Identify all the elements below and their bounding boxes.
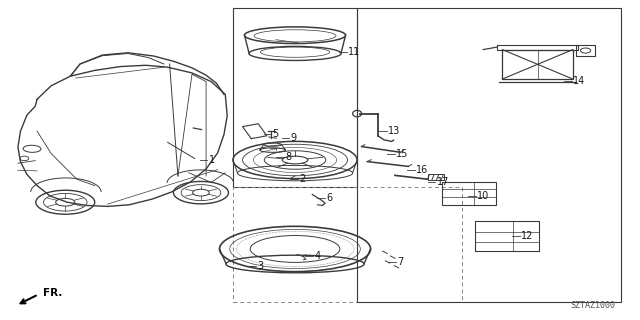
Text: 3: 3	[257, 260, 264, 271]
Text: 14: 14	[573, 76, 586, 86]
Text: 15: 15	[396, 149, 408, 159]
Text: 11: 11	[348, 47, 360, 57]
Text: 7: 7	[397, 257, 404, 268]
Text: 13: 13	[388, 126, 400, 136]
Text: 1: 1	[209, 155, 215, 165]
Text: 8: 8	[285, 152, 292, 163]
Text: 5: 5	[273, 129, 279, 139]
Text: 6: 6	[326, 193, 333, 204]
Text: 16: 16	[416, 164, 428, 175]
Text: SZTAZ1000: SZTAZ1000	[571, 301, 616, 310]
Text: FR.: FR.	[43, 288, 62, 298]
Text: 4: 4	[314, 251, 321, 261]
Text: 2: 2	[299, 174, 305, 184]
Text: 17: 17	[436, 177, 449, 187]
Text: 10: 10	[477, 191, 490, 201]
Text: 9: 9	[291, 133, 297, 143]
Text: 12: 12	[521, 231, 533, 241]
